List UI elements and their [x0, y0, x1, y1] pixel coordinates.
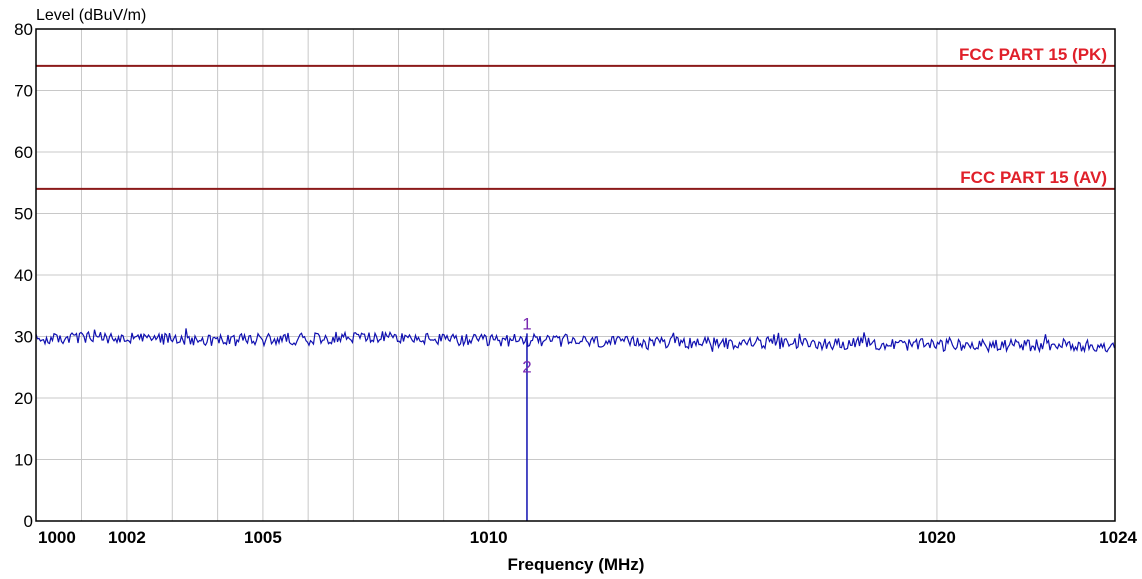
y-tick-label: 10 — [14, 451, 33, 470]
x-tick-labels: 1000 1002 1005 1010 1020 1024 — [38, 528, 1138, 547]
y-tick-label: 80 — [14, 20, 33, 39]
limit-lines: FCC PART 15 (PK) FCC PART 15 (AV) — [36, 45, 1115, 190]
y-tick-label: 70 — [14, 82, 33, 101]
x-tick-label: 1010 — [470, 528, 508, 547]
y-tick-label: 20 — [14, 389, 33, 408]
limit-line-label: FCC PART 15 (AV) — [960, 168, 1107, 187]
y-tick-label: 30 — [14, 328, 33, 347]
marker-label: 2 — [522, 357, 531, 376]
x-tick-label: 1002 — [108, 528, 146, 547]
x-tick-label: 1005 — [244, 528, 282, 547]
series-line — [35, 328, 1116, 354]
y-tick-label: 0 — [24, 512, 33, 531]
x-axis-label: Frequency (MHz) — [508, 555, 645, 574]
x-tick-label: 1020 — [918, 528, 956, 547]
series-layer — [35, 328, 1116, 521]
y-axis-label: Level (dBuV/m) — [36, 7, 146, 24]
y-tick-label: 40 — [14, 266, 33, 285]
y-tick-labels: 0 10 20 30 40 50 60 70 80 — [14, 20, 33, 531]
markers: 12 — [522, 314, 531, 376]
y-tick-label: 50 — [14, 205, 33, 224]
x-tick-label: 1024 — [1099, 528, 1137, 547]
x-tick-label: 1000 — [38, 528, 76, 547]
grid — [36, 28, 1115, 522]
marker-label: 1 — [522, 314, 531, 333]
y-tick-label: 60 — [14, 143, 33, 162]
plot-frame — [35, 28, 1116, 522]
limit-line-label: FCC PART 15 (PK) — [959, 45, 1107, 64]
